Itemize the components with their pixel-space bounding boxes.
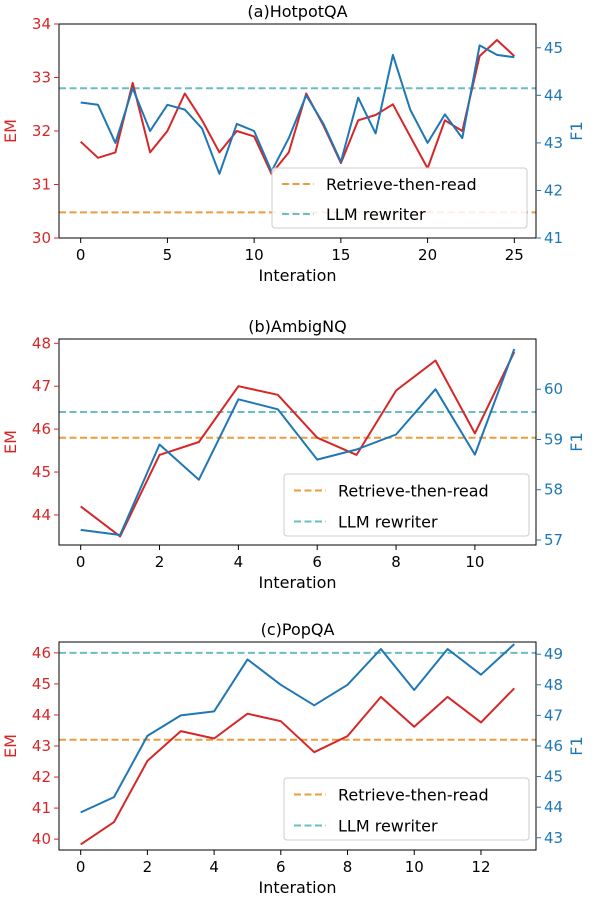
x-tick-label: 15: [331, 246, 350, 264]
x-tick-label: 4: [209, 858, 219, 876]
legend-entry: LLM rewriter: [338, 817, 438, 836]
f1-axis-label: F1: [567, 121, 586, 140]
x-tick-label: 4: [234, 553, 244, 571]
x-tick-label: 6: [312, 553, 322, 571]
em-tick-label: 45: [32, 463, 51, 481]
em-tick-label: 48: [32, 334, 51, 352]
em-axis-label: EM: [1, 734, 20, 758]
f1-tick-label: 44: [544, 798, 563, 816]
f1-tick-label: 43: [544, 829, 563, 847]
legend-entry: LLM rewriter: [338, 513, 438, 532]
x-tick-label: 0: [76, 553, 86, 571]
em-tick-label: 41: [32, 799, 51, 817]
legend: Retrieve-then-read LLM rewriter: [283, 777, 530, 841]
chart-panel-3: 0 2 4 6 8 10 124041424344454643444546474849(c)…: [1, 620, 586, 897]
f1-tick-label: 60: [544, 380, 563, 398]
em-series-line: [80, 351, 516, 538]
f1-tick-label: 49: [544, 645, 563, 663]
x-tick-label: 20: [418, 246, 437, 264]
em-tick-label: 40: [32, 830, 51, 848]
f1-axis-label: F1: [567, 736, 586, 755]
em-tick-label: 44: [32, 506, 51, 524]
em-axis-label: EM: [1, 119, 20, 143]
em-series-line: [80, 39, 515, 175]
x-axis-label: Interation: [258, 573, 336, 592]
em-tick-label: 47: [32, 377, 51, 395]
f1-series-line: [80, 348, 516, 536]
f1-tick-label: 48: [544, 676, 563, 694]
legend-box: [271, 167, 528, 229]
x-tick-label: 10: [405, 858, 424, 876]
legend-entry: Retrieve-then-read: [338, 786, 489, 805]
legend: Retrieve-then-read LLM rewriter: [283, 473, 530, 537]
f1-series-line: [80, 643, 515, 814]
f1-tick-label: 58: [544, 481, 563, 499]
f1-tick-label: 45: [544, 39, 563, 57]
f1-tick-label: 44: [544, 86, 563, 104]
x-tick-label: 8: [391, 553, 401, 571]
f1-tick-label: 59: [544, 430, 563, 448]
f1-tick-label: 47: [544, 706, 563, 724]
x-tick-label: 25: [505, 246, 524, 264]
x-tick-label: 10: [245, 246, 264, 264]
x-axis-label: Interation: [258, 266, 336, 285]
em-tick-label: 34: [32, 15, 51, 33]
em-tick-label: 46: [32, 644, 51, 662]
chart-panel-1: 0 5 10 15 20 25 30 31 32 33 34 41 42 43 44 45 (a)HotpotQ…: [1, 2, 586, 285]
x-tick-label: 8: [343, 858, 353, 876]
legend-box: [283, 777, 530, 841]
x-tick-label: 2: [143, 858, 153, 876]
chart-title: (a)HotpotQA: [247, 2, 347, 21]
x-tick-label: 0: [76, 858, 86, 876]
f1-tick-label: 42: [544, 181, 563, 199]
chart-panel-2: 0 2 4 6 8 10444546474857585960(b)AmbigNQInter…: [1, 317, 586, 592]
f1-tick-label: 57: [544, 531, 563, 549]
em-tick-label: 44: [32, 706, 51, 724]
f1-tick-label: 45: [544, 768, 563, 786]
f1-axis-label: F1: [567, 432, 586, 451]
legend-box: [283, 473, 530, 537]
plot-frame: [58, 338, 537, 546]
x-tick-label: 5: [163, 246, 173, 264]
legend-entry: Retrieve-then-read: [326, 175, 477, 194]
legend-entry: LLM rewriter: [326, 205, 426, 224]
em-tick-label: 42: [32, 768, 51, 786]
x-tick-label: 2: [155, 553, 165, 571]
em-axis-label: EM: [1, 430, 20, 454]
em-tick-label: 33: [32, 69, 51, 87]
legend-entry: Retrieve-then-read: [338, 482, 489, 501]
legend: Retrieve-then-read LLM rewriter: [271, 167, 528, 229]
chart-title: (b)AmbigNQ: [248, 317, 347, 336]
em-tick-label: 31: [32, 176, 51, 194]
x-tick-label: 6: [276, 858, 286, 876]
em-series-line: [80, 687, 516, 846]
x-tick-label: 0: [76, 246, 86, 264]
x-tick-label: 10: [465, 553, 484, 571]
f1-series-line: [80, 44, 515, 175]
em-tick-label: 46: [32, 420, 51, 438]
x-axis-label: Interation: [258, 878, 336, 897]
chart-title: (c)PopQA: [261, 620, 335, 639]
em-tick-label: 45: [32, 675, 51, 693]
em-tick-label: 30: [32, 229, 51, 247]
f1-tick-label: 46: [544, 737, 563, 755]
f1-tick-label: 43: [544, 134, 563, 152]
em-tick-label: 43: [32, 737, 51, 755]
em-tick-label: 32: [32, 122, 51, 140]
f1-tick-label: 41: [544, 229, 563, 247]
x-tick-label: 12: [471, 858, 490, 876]
